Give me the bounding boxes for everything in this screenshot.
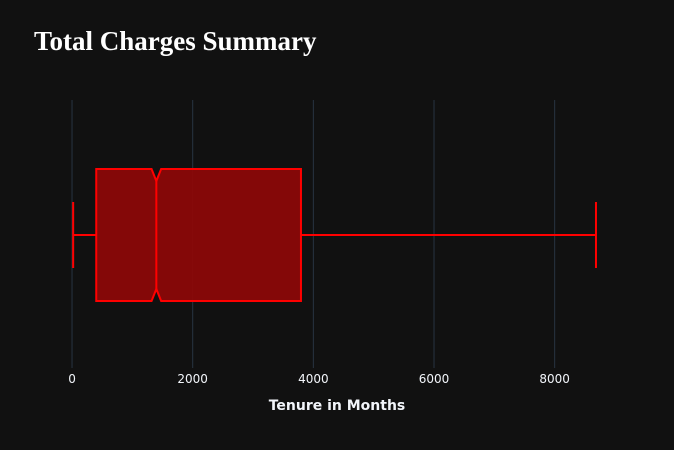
x-axis-title: Tenure in Months (269, 398, 406, 414)
x-tick-label-6000: 6000 (419, 372, 450, 386)
chart-title: Total Charges Summary (34, 26, 317, 56)
x-tick-label-8000: 8000 (539, 372, 570, 386)
x-tick-label-4000: 4000 (298, 372, 329, 386)
iqr-box (95, 168, 302, 302)
x-tick-label-0: 0 (68, 372, 76, 386)
box-trace (72, 168, 597, 302)
x-axis-ticks: 0 2000 4000 6000 8000 (68, 372, 570, 386)
x-tick-label-2000: 2000 (177, 372, 208, 386)
